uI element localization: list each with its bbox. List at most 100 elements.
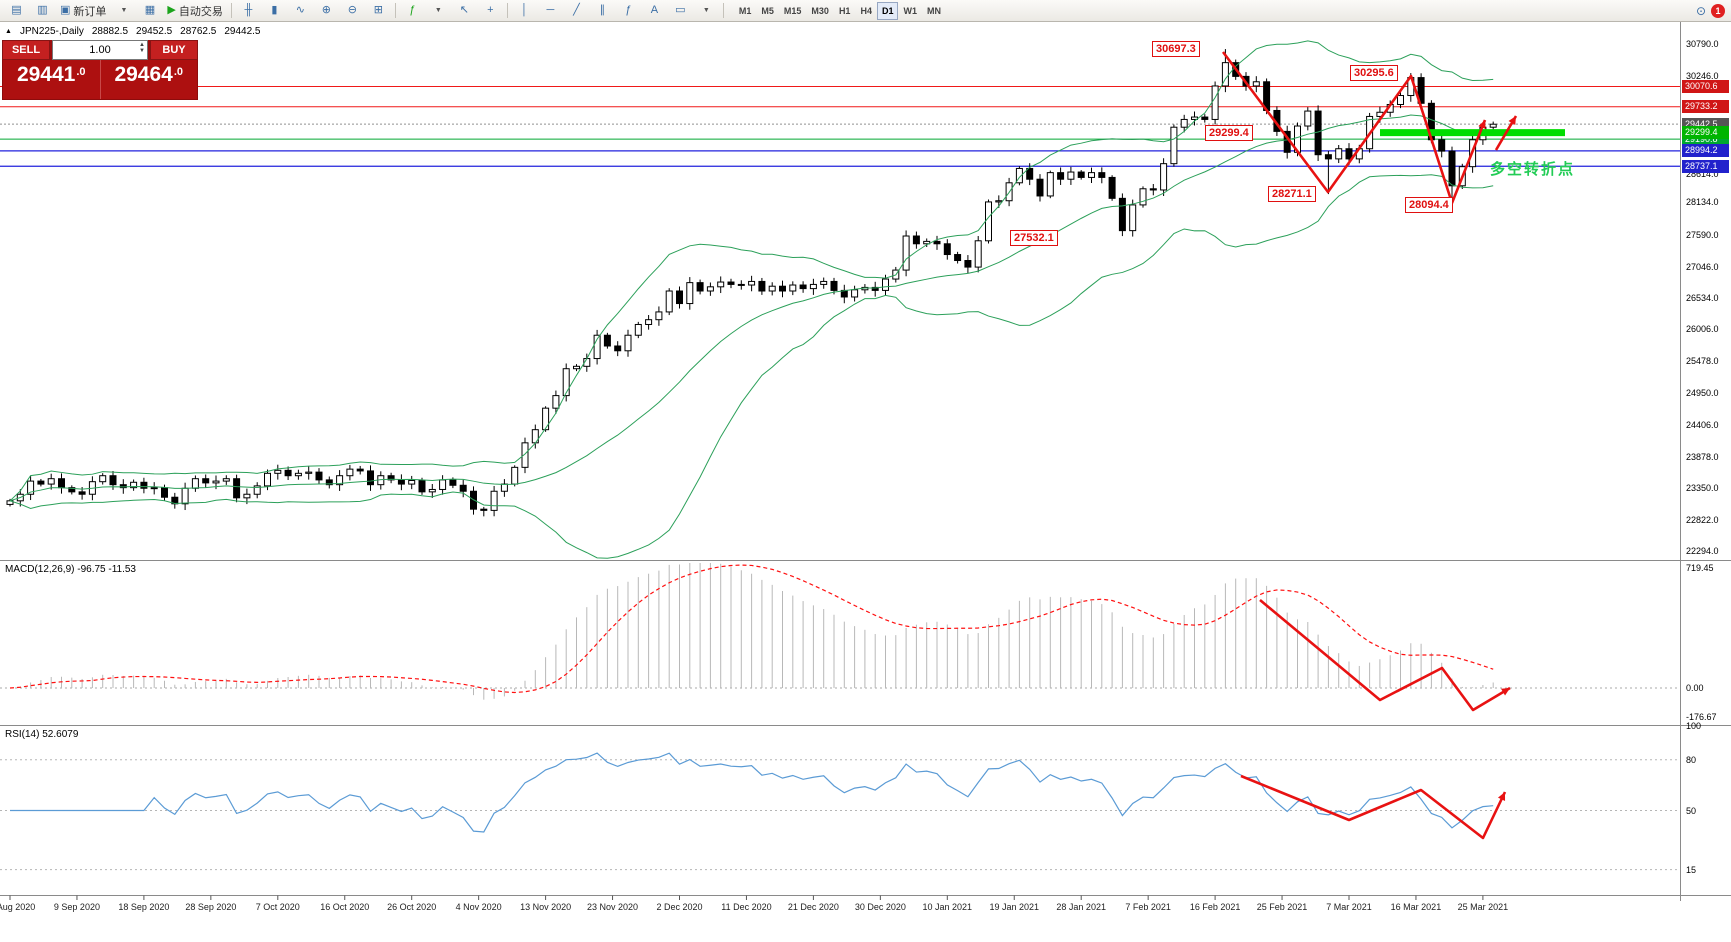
tick-chart-icon[interactable]: ▥ <box>30 1 55 21</box>
candle-body <box>315 471 323 481</box>
indicator-dropdown-icon[interactable]: ▼ <box>426 1 451 21</box>
candle-body <box>243 493 251 499</box>
timeframe-button-h1[interactable]: H1 <box>838 5 851 16</box>
timeframe-selector: M1 M5 M15 M30 H1 H4 D1 W1 MN <box>734 1 946 20</box>
trendline-icon[interactable]: ╱ <box>564 1 589 21</box>
text-label-icon[interactable]: A <box>642 1 667 21</box>
candle-body <box>1397 95 1404 105</box>
candle-body <box>809 283 817 290</box>
horizontal-line-icon: ─ <box>546 4 555 16</box>
timeframe-button-h4[interactable]: H4 <box>860 5 872 16</box>
rsi-indicator-label: RSI(14) 52.6079 <box>5 729 79 740</box>
notification-badge[interactable]: 1 <box>1711 3 1725 18</box>
candle-body <box>140 481 148 489</box>
candle-body <box>1098 172 1106 178</box>
ohlc-low: 28762.5 <box>180 26 217 37</box>
volume-input[interactable]: 1.00 ▲ ▼ <box>52 40 148 60</box>
new-order-button[interactable]: ▣ 新订单 <box>56 1 110 21</box>
symbol-name: JPN225-,Daily <box>19 26 84 37</box>
shapes-dropdown-icon: ▼ <box>702 7 710 14</box>
candle-body <box>573 365 580 370</box>
fibonacci-icon[interactable]: ƒ <box>616 1 641 21</box>
timeframe-button-m30[interactable]: M30 <box>811 5 829 16</box>
chart-window-icon: ▤ <box>11 4 22 16</box>
chart-dropdown-icon[interactable]: ▼ <box>111 1 136 21</box>
timeframe-button-d1[interactable]: D1 <box>876 1 899 20</box>
candle-body <box>130 481 138 489</box>
shapes-dropdown-icon[interactable]: ▼ <box>694 1 719 21</box>
timeframe-button-mn[interactable]: MN <box>926 5 941 16</box>
collapse-icon[interactable]: ▲ <box>5 28 12 35</box>
line-chart-icon: ∿ <box>295 4 305 16</box>
fibonacci-icon: ƒ <box>625 4 632 16</box>
equidistant-channel-icon: ∥ <box>599 4 606 16</box>
equidistant-channel-icon[interactable]: ∥ <box>590 1 615 21</box>
buy-button[interactable]: BUY <box>150 40 198 60</box>
candle-body <box>161 487 168 498</box>
crosshair-icon[interactable]: + <box>478 1 503 21</box>
indicators-icon[interactable]: ƒ <box>400 1 425 21</box>
tile-windows-icon[interactable]: ⊞ <box>366 1 391 21</box>
rsi-trend-arrow-head <box>1497 792 1506 801</box>
ohlc-open: 28882.5 <box>91 26 129 37</box>
profile-icon[interactable]: ▦ <box>137 1 162 21</box>
toolbar-separator <box>230 3 232 18</box>
rsi-trend-arrow <box>1240 774 1507 840</box>
candle-body <box>645 319 653 325</box>
cursor-icon[interactable]: ↖ <box>452 1 477 21</box>
candle-body <box>336 475 344 486</box>
toolbar-separator <box>394 3 396 18</box>
candle-body <box>748 280 756 286</box>
ask-price: 29464 .0 <box>101 60 198 99</box>
candle-body <box>58 478 65 489</box>
candle-body <box>665 290 673 313</box>
candle-body <box>552 395 560 409</box>
candle-body <box>109 475 117 486</box>
timeframe-button-m5[interactable]: M5 <box>761 5 774 16</box>
candle-body <box>634 323 642 336</box>
candle-body <box>233 478 241 499</box>
volume-up-icon[interactable]: ▲ <box>139 42 145 48</box>
indicator-dropdown-icon: ▼ <box>434 7 442 14</box>
candle-body <box>1170 126 1178 165</box>
candle-body <box>439 479 447 490</box>
candle-body <box>1252 81 1260 87</box>
ask-main-digits: 29464 <box>114 63 173 86</box>
timeframe-button-m1[interactable]: M1 <box>738 5 752 16</box>
candle-body <box>418 479 426 493</box>
candle-body <box>1324 154 1332 160</box>
bollinger-middle-band <box>9 114 1494 502</box>
horizontal-line-icon[interactable]: ─ <box>538 1 563 21</box>
line-chart-icon[interactable]: ∿ <box>288 1 313 21</box>
candle-body <box>1448 150 1456 187</box>
search-icon[interactable]: ⊙ <box>1695 3 1706 18</box>
sell-button[interactable]: SELL <box>2 40 50 60</box>
candle-body <box>27 480 35 495</box>
timeframe-button-w1[interactable]: W1 <box>903 5 917 16</box>
candlestick-chart-icon[interactable]: ▮ <box>262 1 287 21</box>
candle-body <box>943 243 951 256</box>
chart-window-icon[interactable]: ▤ <box>4 1 29 21</box>
candle-body <box>1489 123 1497 128</box>
candle-body <box>459 484 467 492</box>
bid-decimal: .0 <box>76 66 86 78</box>
timeframe-button-m15[interactable]: M15 <box>783 5 802 16</box>
zoom-out-icon[interactable]: ⊖ <box>340 1 365 21</box>
volume-value: 1.00 <box>89 44 111 56</box>
autotrading-button-label: 自动交易 <box>178 5 223 18</box>
arrows-tool-icon[interactable]: ▭ <box>668 1 693 21</box>
candle-body <box>1088 172 1095 178</box>
vertical-line-icon[interactable]: │ <box>512 1 537 21</box>
candle-body <box>397 479 405 485</box>
candle-body <box>882 278 889 291</box>
toolbar-right-group: ⊙ 1 <box>1695 3 1727 18</box>
autotrading-button[interactable]: ▶ 自动交易 <box>163 1 226 21</box>
volume-steppers[interactable]: ▲ ▼ <box>139 42 145 54</box>
candle-body <box>408 479 416 485</box>
crosshair-icon: + <box>487 4 494 16</box>
zoom-in-icon[interactable]: ⊕ <box>314 1 339 21</box>
candle-body <box>985 201 992 242</box>
volume-down-icon[interactable]: ▼ <box>139 48 145 54</box>
bar-chart-icon[interactable]: ╫ <box>236 1 261 21</box>
